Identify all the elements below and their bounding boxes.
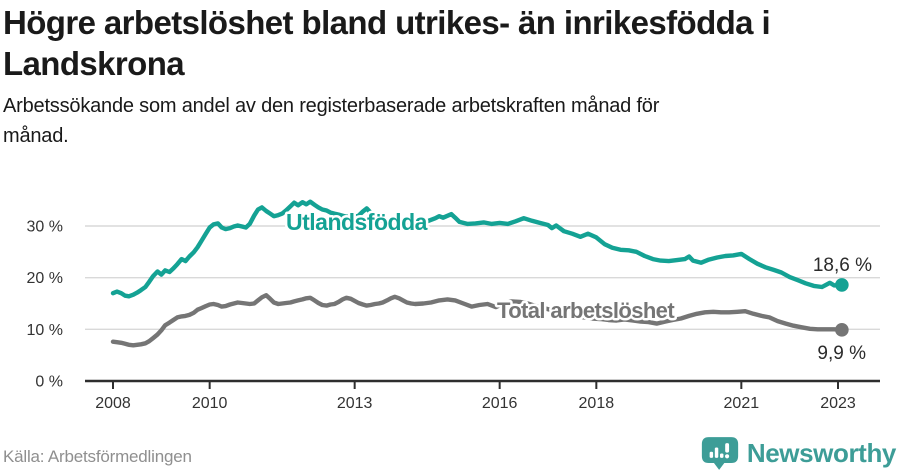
page-title-line1: Högre arbetslöshet bland utrikes- än inr… xyxy=(3,4,771,41)
y-axis-label-0: 0 % xyxy=(35,374,63,391)
end-value-label-utlandsfodda: 18,6 % xyxy=(813,255,872,276)
page-title: Högre arbetslöshet bland utrikes- än inr… xyxy=(3,2,887,84)
newsworthy-logo[interactable]: Newsworthy xyxy=(701,436,896,471)
badge-barchart-glyph xyxy=(709,443,729,459)
series-end-dot-0 xyxy=(835,278,849,292)
badge-bubble-shape xyxy=(701,437,738,470)
page-subtitle-line1: Arbetssökande som andel av den registerb… xyxy=(3,95,660,117)
series-label-utlandsfodda: Utlandsfödda xyxy=(286,209,428,235)
x-axis-label-2018: 2018 xyxy=(579,395,615,412)
y-axis-label-30: 30 % xyxy=(27,218,63,235)
axis-tick-labels: 0 % 10 % 20 % 30 % 2008 2010 2013 2016 2018 2021 2… xyxy=(27,218,856,412)
series-lines xyxy=(110,199,849,348)
newsworthy-wordmark: Newsworthy xyxy=(746,438,897,468)
x-axis-label-2013: 2013 xyxy=(337,395,373,412)
x-axis-label-2023: 2023 xyxy=(820,395,856,412)
page-title-line2: Landskrona xyxy=(3,45,185,82)
y-axis-label-20: 20 % xyxy=(27,270,63,287)
series-end-dot-1 xyxy=(835,323,849,337)
newsworthy-badge-icon xyxy=(701,437,738,470)
source-note: Källa: Arbetsförmedlingen xyxy=(3,447,192,466)
x-axis-label-2016: 2016 xyxy=(482,395,518,412)
x-axis xyxy=(85,379,880,389)
x-axis-label-2010: 2010 xyxy=(192,395,228,412)
series-line-0 xyxy=(110,199,845,299)
y-axis-label-10: 10 % xyxy=(27,322,63,339)
end-value-label-total: 9,9 % xyxy=(817,343,866,364)
page-subtitle: Arbetssökande som andel av den registerb… xyxy=(3,91,763,151)
page-subtitle-line2: månad. xyxy=(3,125,69,147)
series-label-total-arbetsloshet: Total arbetslöshet xyxy=(497,298,675,323)
x-axis-label-2021: 2021 xyxy=(724,395,760,412)
series-line-1 xyxy=(110,293,845,348)
x-axis-label-2008: 2008 xyxy=(95,395,131,412)
